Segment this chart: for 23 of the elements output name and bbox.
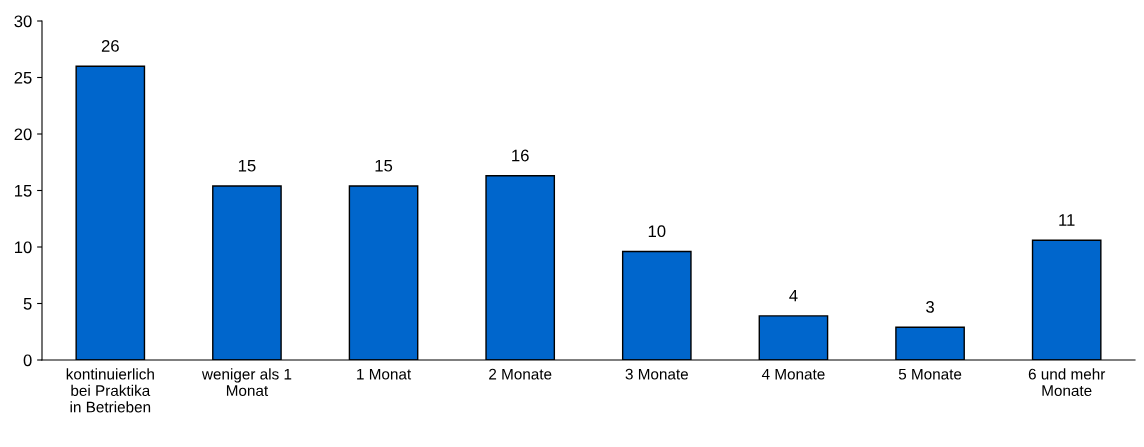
y-tick-label: 20 bbox=[14, 128, 32, 141]
x-tick-label: 2 Monate bbox=[489, 368, 552, 380]
x-tick-label: 6 und mehr Monate bbox=[1028, 368, 1106, 397]
data-label: 26 bbox=[101, 39, 119, 52]
y-tick-label: 5 bbox=[23, 298, 32, 310]
data-label: 4 bbox=[789, 289, 798, 302]
y-tick-label: 10 bbox=[15, 241, 32, 254]
data-label: 15 bbox=[238, 159, 256, 172]
data-label: 16 bbox=[512, 149, 529, 162]
x-tick-label: 1 Monat bbox=[357, 368, 412, 380]
x-tick-label: 4 Monate bbox=[761, 368, 825, 380]
x-tick-label: kontinuierlich bei Praktika in Betrieben bbox=[66, 368, 154, 413]
data-label: 15 bbox=[375, 159, 393, 172]
x-tick-label: 3 Monate bbox=[625, 368, 688, 380]
y-tick-label: 15 bbox=[15, 185, 32, 197]
x-tick-label: weniger als 1 Monat bbox=[201, 368, 292, 397]
data-label: 11 bbox=[1059, 214, 1075, 226]
data-label: 3 bbox=[926, 301, 934, 313]
y-tick-label: 30 bbox=[14, 15, 32, 28]
data-label: 10 bbox=[648, 225, 666, 238]
y-tick-label: 0 bbox=[23, 354, 32, 367]
x-tick-label: 5 Monate bbox=[898, 368, 962, 380]
y-tick-label: 25 bbox=[14, 71, 32, 84]
